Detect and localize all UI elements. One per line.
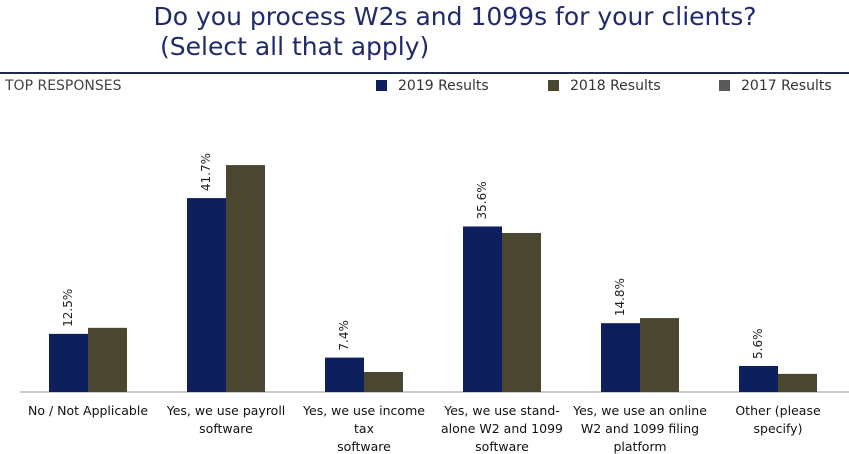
data-label: 12.5% bbox=[61, 289, 75, 327]
x-tick-label: Yes, we use stand- alone W2 and 1099 sof… bbox=[441, 403, 563, 454]
bar bbox=[640, 318, 679, 392]
legend-label: 2017 Results bbox=[741, 78, 832, 94]
bar bbox=[502, 232, 541, 392]
bar bbox=[187, 198, 226, 392]
section-label: TOP RESPONSES bbox=[4, 78, 122, 94]
x-tick-label: Other (please specify) bbox=[735, 403, 821, 436]
bar bbox=[226, 165, 265, 392]
legend-label: 2019 Results bbox=[398, 78, 489, 94]
x-tick-label: Yes, we use payroll software bbox=[166, 403, 286, 436]
bar bbox=[364, 372, 403, 392]
x-tick-label: No / Not Applicable bbox=[27, 403, 149, 418]
legend-label: 2018 Results bbox=[570, 78, 661, 94]
data-label: 5.6% bbox=[751, 328, 765, 359]
chart-title: Do you process W2s and 1099s for your cl… bbox=[153, 2, 756, 31]
data-label: 35.6% bbox=[475, 181, 489, 219]
legend-swatch bbox=[548, 80, 559, 91]
bar bbox=[49, 333, 88, 392]
bar bbox=[739, 365, 778, 392]
legend-swatch bbox=[719, 80, 730, 91]
bar bbox=[463, 226, 502, 392]
data-label: 7.4% bbox=[337, 320, 351, 351]
bar bbox=[325, 357, 364, 392]
data-label: 14.8% bbox=[613, 278, 627, 316]
legend-swatch bbox=[376, 80, 387, 91]
bar bbox=[778, 373, 817, 392]
bar bbox=[601, 323, 640, 392]
x-tick-label: Yes, we use an online W2 and 1099 filing… bbox=[573, 403, 707, 454]
data-label: 41.7% bbox=[199, 153, 213, 191]
bar bbox=[88, 327, 127, 392]
x-tick-label: Yes, we use income tax software bbox=[303, 403, 425, 454]
chart-subtitle: (Select all that apply) bbox=[160, 32, 429, 61]
